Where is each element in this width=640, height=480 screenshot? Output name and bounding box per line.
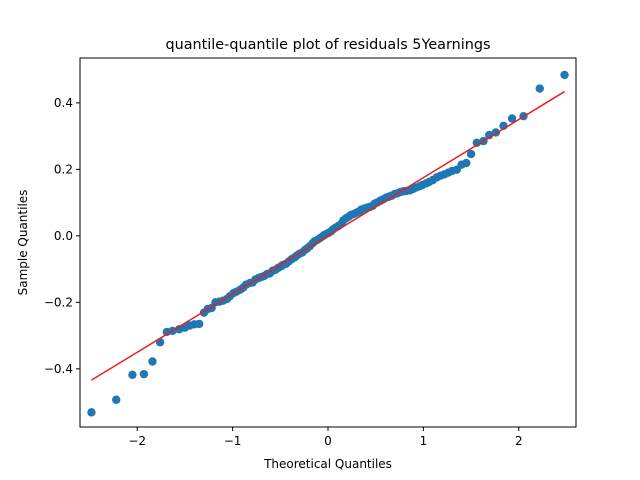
y-tick-label: −0.4 [44,362,73,376]
x-tick-label: −1 [224,434,242,448]
fit-line [91,90,565,381]
data-point [148,357,157,366]
data-point [87,408,96,417]
data-point [472,138,481,147]
data-point [466,149,476,159]
chart-title: quantile-quantile plot of residuals 5Yea… [165,37,490,53]
data-point [507,114,517,123]
plot-area [87,70,569,417]
data-point [560,70,569,80]
x-axis-label: Theoretical Quantiles [263,457,392,471]
x-tick-label: 2 [515,434,523,448]
y-tick-label: 0.4 [54,96,73,110]
data-point [535,84,544,93]
data-point [139,369,149,379]
data-point [128,370,137,380]
data-point [462,158,471,168]
data-point [195,319,204,329]
x-tick-label: −2 [128,434,146,448]
y-tick-label: 0.0 [54,229,73,243]
x-tick-label: 0 [324,434,332,448]
x-axis-ticks: −2 −1 0 1 2 [128,427,523,448]
data-point [485,130,494,140]
y-tick-label: 0.2 [54,162,73,176]
plot-frame [79,57,577,428]
y-tick-label: −0.2 [44,295,73,309]
y-axis-label: Sample Quantiles [16,190,30,296]
x-tick-label: 1 [420,434,428,448]
data-point [112,395,121,404]
y-axis-ticks: −0.4 −0.2 0.0 0.2 0.4 [44,96,80,376]
